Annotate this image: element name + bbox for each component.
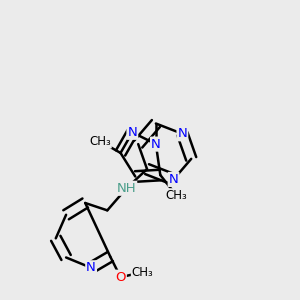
Text: N: N (151, 138, 161, 151)
Text: N: N (178, 127, 187, 140)
Text: N: N (128, 126, 137, 139)
Text: CH₃: CH₃ (132, 266, 154, 279)
Text: CH₃: CH₃ (166, 189, 188, 202)
Text: CH₃: CH₃ (89, 135, 111, 148)
Text: NH: NH (117, 182, 136, 195)
Text: O: O (115, 271, 126, 284)
Text: N: N (86, 261, 96, 274)
Text: N: N (169, 173, 178, 186)
